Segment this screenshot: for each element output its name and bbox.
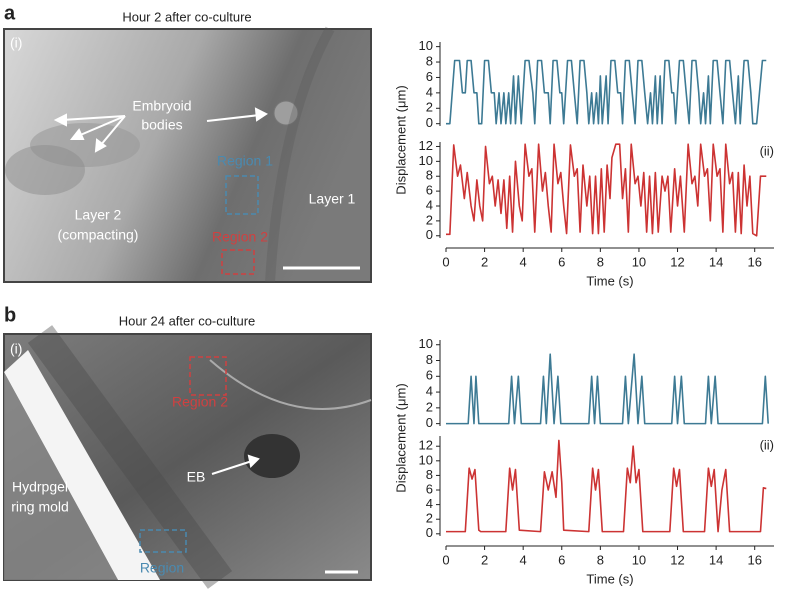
x-axis-label: Time (s) bbox=[586, 571, 633, 586]
y-tick-label: 10 bbox=[419, 336, 433, 351]
x-tick-label: 12 bbox=[670, 254, 684, 269]
image-label: Layer 2 bbox=[75, 207, 122, 223]
y-tick-label: 12 bbox=[419, 138, 433, 153]
y-tick-label: 10 bbox=[419, 452, 433, 467]
y-tick-label: 8 bbox=[426, 467, 433, 482]
y-tick-label: 4 bbox=[426, 496, 433, 511]
image-tag: (i) bbox=[10, 341, 22, 357]
y-tick-label: 4 bbox=[426, 197, 433, 212]
x-axis-label: Time (s) bbox=[586, 273, 633, 288]
x-tick-label: 12 bbox=[670, 552, 684, 567]
y-tick-label: 8 bbox=[426, 352, 433, 367]
y-tick-label: 2 bbox=[426, 100, 433, 115]
image-tag: (i) bbox=[10, 35, 22, 51]
region-box bbox=[221, 249, 255, 275]
arrows bbox=[211, 454, 260, 475]
x-tick-label: 0 bbox=[442, 552, 449, 567]
y-tick-label: 4 bbox=[426, 84, 433, 99]
x-tick-label: 4 bbox=[520, 552, 527, 567]
micrograph bbox=[3, 325, 372, 589]
image-label: EB bbox=[187, 469, 206, 485]
y-tick-label: 0 bbox=[426, 525, 433, 540]
y-tick-label: 2 bbox=[426, 399, 433, 414]
arrows bbox=[53, 107, 268, 153]
image-label: Region 2 bbox=[172, 394, 228, 410]
x-tick-label: 2 bbox=[481, 552, 488, 567]
data-line bbox=[446, 59, 767, 125]
image-label: Layer 1 bbox=[309, 191, 356, 207]
image-label: Region bbox=[140, 560, 184, 576]
micrograph bbox=[3, 26, 372, 283]
y-axis-label: Displacement (μm) bbox=[393, 85, 408, 194]
data-line bbox=[446, 439, 767, 533]
x-tick-label: 6 bbox=[558, 254, 565, 269]
y-tick-label: 2 bbox=[426, 212, 433, 227]
y-tick-label: 4 bbox=[426, 384, 433, 399]
x-tick-label: 8 bbox=[597, 552, 604, 567]
data-line bbox=[446, 143, 767, 237]
x-tick-label: 4 bbox=[520, 254, 527, 269]
y-tick-label: 12 bbox=[419, 438, 433, 453]
x-tick-label: 10 bbox=[632, 552, 646, 567]
image-label: Embryoid bbox=[132, 98, 191, 114]
panel-title: Hour 2 after co-culture bbox=[122, 9, 251, 24]
panel-title: Hour 24 after co-culture bbox=[119, 313, 256, 328]
image-label: (compacting) bbox=[58, 227, 139, 243]
y-tick-label: 0 bbox=[426, 115, 433, 130]
x-tick-label: 8 bbox=[597, 254, 604, 269]
y-tick-label: 6 bbox=[426, 69, 433, 84]
y-tick-label: 8 bbox=[426, 168, 433, 183]
x-tick-label: 14 bbox=[709, 552, 723, 567]
region-box bbox=[225, 175, 259, 215]
image-label: Region 1 bbox=[217, 153, 273, 169]
x-tick-label: 10 bbox=[632, 254, 646, 269]
panel-letter: a bbox=[4, 2, 16, 24]
y-tick-label: 8 bbox=[426, 53, 433, 68]
panel-letter: b bbox=[4, 304, 16, 326]
image-label: ring mold bbox=[11, 499, 69, 515]
y-tick-label: 2 bbox=[426, 511, 433, 526]
region-box bbox=[189, 356, 227, 396]
x-tick-label: 0 bbox=[442, 254, 449, 269]
annotation: (ii) bbox=[760, 437, 774, 452]
x-tick-label: 6 bbox=[558, 552, 565, 567]
y-axis-label: Displacement (μm) bbox=[393, 383, 408, 492]
y-tick-label: 0 bbox=[426, 415, 433, 430]
y-tick-label: 10 bbox=[419, 153, 433, 168]
y-tick-label: 10 bbox=[419, 38, 433, 53]
image-label: Region 2 bbox=[212, 229, 268, 245]
region-box bbox=[139, 529, 187, 553]
y-tick-label: 0 bbox=[426, 227, 433, 242]
y-tick-label: 6 bbox=[426, 183, 433, 198]
image-label: Hydrpgel bbox=[12, 479, 68, 495]
image-label: bodies bbox=[141, 117, 182, 133]
y-tick-label: 6 bbox=[426, 481, 433, 496]
x-tick-label: 16 bbox=[747, 552, 761, 567]
y-tick-label: 6 bbox=[426, 368, 433, 383]
annotation: (ii) bbox=[760, 143, 774, 158]
x-tick-label: 14 bbox=[709, 254, 723, 269]
x-tick-label: 2 bbox=[481, 254, 488, 269]
data-line bbox=[446, 353, 770, 425]
x-tick-label: 16 bbox=[747, 254, 761, 269]
